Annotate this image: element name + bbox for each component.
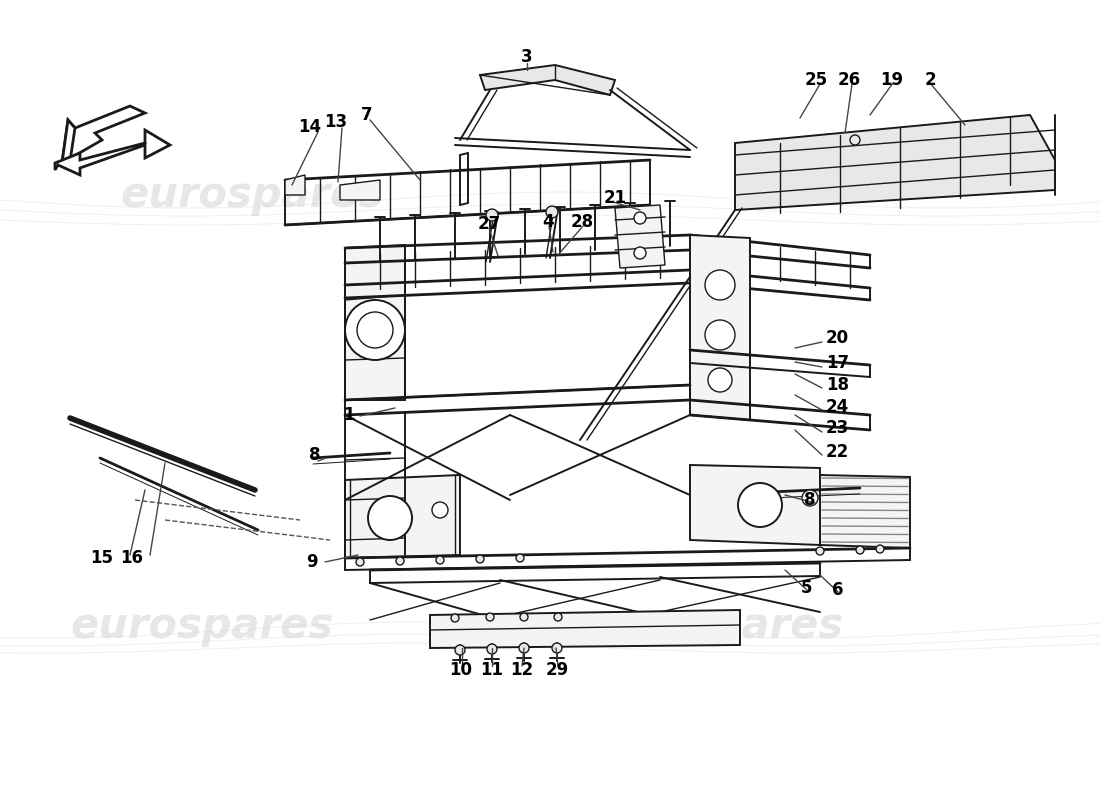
- Circle shape: [634, 212, 646, 224]
- Text: 15: 15: [90, 549, 113, 567]
- Polygon shape: [690, 465, 820, 545]
- Circle shape: [520, 613, 528, 621]
- Circle shape: [856, 546, 864, 554]
- Text: 5: 5: [801, 579, 812, 597]
- Circle shape: [802, 490, 818, 506]
- Circle shape: [738, 483, 782, 527]
- Circle shape: [356, 558, 364, 566]
- Text: eurospares: eurospares: [580, 605, 843, 647]
- Text: 20: 20: [826, 329, 849, 347]
- Polygon shape: [55, 130, 170, 175]
- Polygon shape: [62, 120, 75, 168]
- Text: eurospares: eurospares: [70, 605, 333, 647]
- Circle shape: [396, 557, 404, 565]
- Text: 3: 3: [521, 48, 532, 66]
- Circle shape: [850, 135, 860, 145]
- Circle shape: [432, 502, 448, 518]
- Text: 11: 11: [481, 661, 504, 679]
- Polygon shape: [430, 610, 740, 648]
- Circle shape: [516, 554, 524, 562]
- Text: 10: 10: [450, 661, 473, 679]
- Text: 21: 21: [604, 189, 627, 207]
- Circle shape: [487, 644, 497, 654]
- Polygon shape: [820, 475, 910, 548]
- Text: 4: 4: [542, 213, 553, 231]
- Circle shape: [519, 643, 529, 653]
- Text: 7: 7: [361, 106, 373, 124]
- Text: eurospares: eurospares: [120, 174, 383, 216]
- Circle shape: [634, 247, 646, 259]
- Polygon shape: [345, 475, 460, 558]
- Text: 1: 1: [343, 406, 355, 424]
- Text: 19: 19: [880, 71, 903, 89]
- Text: 26: 26: [837, 71, 860, 89]
- Text: 9: 9: [307, 553, 318, 571]
- Circle shape: [345, 300, 405, 360]
- Text: 2: 2: [924, 71, 936, 89]
- Text: 8: 8: [308, 446, 320, 464]
- Circle shape: [705, 320, 735, 350]
- Polygon shape: [480, 65, 615, 95]
- Text: 14: 14: [298, 118, 321, 136]
- Text: 22: 22: [826, 443, 849, 461]
- Circle shape: [486, 613, 494, 621]
- Circle shape: [708, 368, 732, 392]
- Text: 29: 29: [546, 661, 569, 679]
- Text: 6: 6: [833, 581, 844, 599]
- Text: 16: 16: [120, 549, 143, 567]
- Polygon shape: [690, 235, 750, 420]
- Polygon shape: [345, 245, 405, 400]
- Text: 17: 17: [826, 354, 849, 372]
- Circle shape: [368, 496, 412, 540]
- Text: 8: 8: [804, 491, 816, 509]
- Circle shape: [436, 556, 444, 564]
- Circle shape: [358, 312, 393, 348]
- Text: 24: 24: [826, 398, 849, 416]
- Circle shape: [705, 270, 735, 300]
- Circle shape: [546, 206, 558, 218]
- Polygon shape: [62, 106, 145, 163]
- Text: 12: 12: [510, 661, 534, 679]
- Circle shape: [816, 547, 824, 555]
- Circle shape: [486, 209, 498, 221]
- Text: 25: 25: [804, 71, 827, 89]
- Circle shape: [451, 614, 459, 622]
- Text: 28: 28: [571, 213, 594, 231]
- Circle shape: [552, 643, 562, 653]
- Polygon shape: [285, 175, 305, 195]
- Text: 18: 18: [826, 376, 849, 394]
- Circle shape: [476, 555, 484, 563]
- Text: 27: 27: [477, 215, 500, 233]
- Polygon shape: [615, 205, 666, 268]
- Polygon shape: [340, 180, 379, 200]
- Circle shape: [876, 545, 884, 553]
- Polygon shape: [735, 115, 1055, 210]
- Circle shape: [455, 645, 465, 655]
- Circle shape: [554, 613, 562, 621]
- Text: 13: 13: [324, 113, 348, 131]
- Text: 23: 23: [826, 419, 849, 437]
